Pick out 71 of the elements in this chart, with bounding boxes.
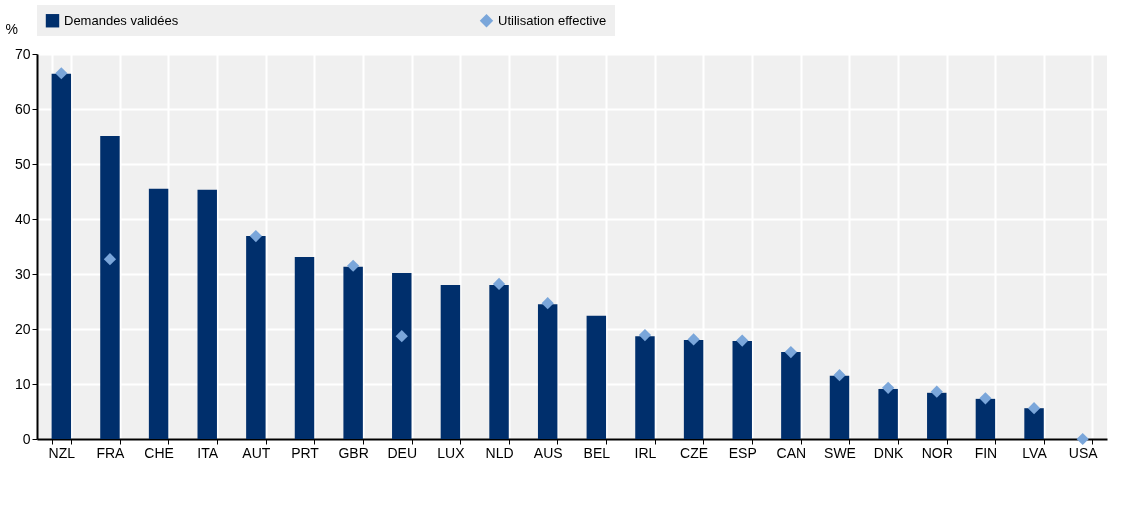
- bar: [343, 266, 363, 439]
- point: [882, 381, 895, 394]
- bar: [829, 375, 850, 439]
- x-tick-label: IRL: [634, 444, 657, 461]
- x-tick-label: BEL: [583, 444, 611, 461]
- y-tick-label: 0: [22, 430, 31, 447]
- bar: [635, 336, 655, 439]
- bar: [246, 236, 266, 439]
- x-tick-label: NOR: [921, 444, 953, 461]
- bar: [51, 73, 72, 439]
- y-tick-label: 30: [14, 265, 31, 282]
- x-tick-label: GBR: [338, 444, 369, 461]
- bar: [392, 272, 412, 439]
- bar: [440, 285, 461, 439]
- x-tick-label: LUX: [437, 444, 466, 461]
- point: [784, 345, 797, 359]
- y-tick-label: 60: [14, 100, 31, 117]
- point: [249, 229, 262, 243]
- y-tick-label: 20: [14, 320, 31, 337]
- bar: [586, 315, 607, 439]
- x-tick-label: ITA: [197, 444, 219, 461]
- point: [541, 297, 554, 310]
- x-tick-label: PRT: [291, 444, 320, 461]
- x-tick-label: USA: [1068, 444, 1099, 461]
- bar: [781, 352, 801, 439]
- bar: [878, 388, 898, 439]
- bar: [975, 398, 996, 439]
- x-tick-label: CHE: [144, 444, 174, 461]
- legend-label: Demandes validées: [64, 12, 179, 28]
- x-tick-label: CZE: [680, 444, 709, 461]
- bar: [100, 135, 120, 439]
- point: [687, 333, 700, 346]
- x-tick-label: AUS: [533, 444, 563, 461]
- bar: [537, 304, 558, 439]
- bar: [927, 392, 947, 439]
- bar: [489, 285, 509, 439]
- point: [395, 330, 408, 343]
- bar: [148, 188, 169, 439]
- y-tick-label: 10: [14, 375, 31, 392]
- point: [979, 392, 992, 405]
- x-tick-label: LVA: [1022, 444, 1048, 461]
- bar: [683, 340, 704, 439]
- bar: [732, 341, 752, 439]
- bar: [1024, 408, 1044, 439]
- point: [930, 385, 943, 398]
- y-tick-label: 40: [14, 210, 31, 227]
- point: [1076, 432, 1089, 446]
- point: [492, 277, 506, 291]
- point: [103, 253, 117, 266]
- point: [1027, 402, 1041, 415]
- bar: [294, 256, 315, 439]
- y-axis-title: %: [5, 20, 18, 37]
- point: [833, 369, 846, 382]
- x-tick-label: NZL: [48, 444, 76, 461]
- x-tick-label: FIN: [974, 444, 998, 461]
- x-tick-label: FRA: [96, 444, 126, 461]
- y-tick-label: 50: [14, 155, 31, 172]
- point: [736, 334, 749, 347]
- x-tick-label: CAN: [776, 444, 807, 461]
- x-tick-label: DNK: [873, 444, 905, 461]
- point: [55, 67, 68, 80]
- x-tick-label: AUT: [242, 444, 271, 461]
- point: [638, 328, 652, 342]
- x-tick-label: NLD: [485, 444, 514, 461]
- x-tick-label: DEU: [387, 444, 418, 461]
- point: [347, 259, 360, 272]
- bar: [197, 189, 217, 439]
- legend-label: Utilisation effective: [498, 12, 607, 28]
- y-tick-label: 70: [14, 45, 31, 62]
- x-tick-label: ESP: [728, 444, 757, 461]
- x-tick-label: SWE: [824, 444, 856, 461]
